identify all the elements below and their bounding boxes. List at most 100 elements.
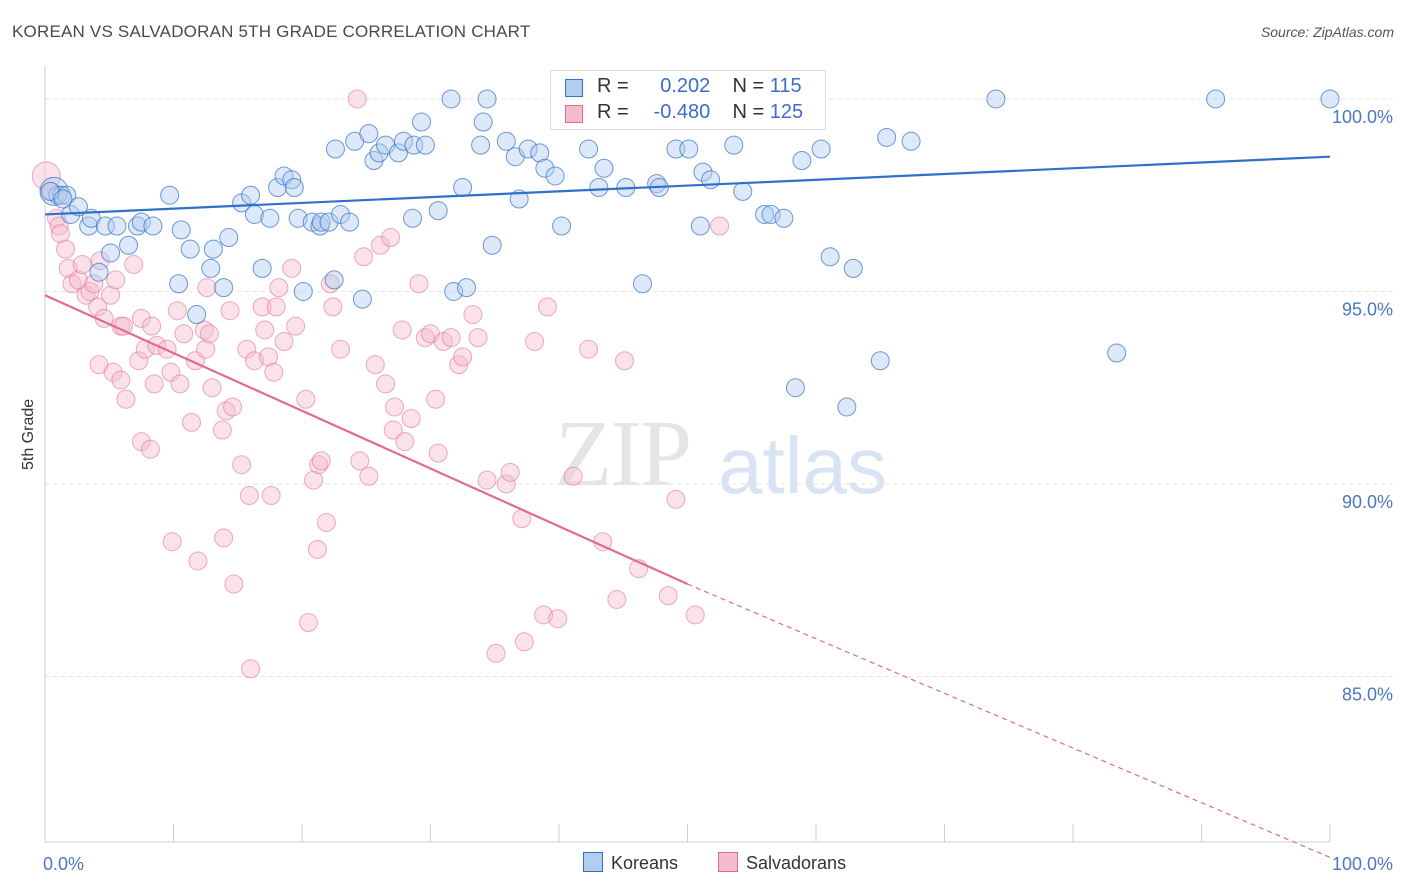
korean-point [403,208,423,228]
korean-point [594,158,614,178]
salvadoran-point [323,297,343,317]
korean-point [1107,343,1127,363]
salvadoran-point [563,466,583,486]
korean-point [107,216,127,236]
salvadoran-point [202,378,222,398]
korean-point [589,178,609,197]
salvadoran-point [252,297,272,317]
korean-point [53,189,73,209]
korean-point [201,258,221,278]
korean-point [415,135,435,155]
x-tick-label: 100.0% [1332,854,1393,874]
salvadoran-point [264,362,284,382]
korean-point [95,216,115,236]
salvadoran-point [162,532,182,552]
salvadoran-point [174,324,194,344]
korean-point [843,258,863,278]
korean-point [79,216,99,236]
korean-point [412,112,432,132]
korean-point [877,127,897,147]
salvadorans-legend-label: Salvadorans [746,853,847,873]
salvadoran-trend-line [44,294,688,586]
salvadoran-point [296,389,316,409]
korean-r-value: 0.202 [660,75,711,97]
korean-point [761,204,781,224]
salvadoran-point [103,362,123,382]
korean-point [1320,89,1340,109]
korean-point [282,170,302,190]
korean-point [394,131,414,151]
korean-point [203,239,223,259]
salvadoran-point [170,374,190,394]
korean-point [441,89,461,109]
korean-point [733,181,753,201]
salvadoran-point [710,216,730,236]
salvadoran-point [534,605,554,625]
korean-point [128,216,148,236]
korean-point [518,139,538,159]
korean-point [482,235,502,255]
salvadoran-point [658,586,678,606]
x-tick-label: 0.0% [43,854,84,874]
salvadoran-point [144,374,164,394]
watermark-zip: ZIP [555,402,692,506]
salvadoran-point [392,320,412,340]
salvadoran-point [131,308,151,328]
salvadoran-point [316,512,336,532]
salvadoran-point [347,89,367,109]
r-label: R = [597,75,629,97]
salvadoran-point [320,274,340,294]
korean-point [241,185,261,205]
salvadoran-point [129,351,149,371]
salvadoran-point [381,228,401,248]
salvadoran-point [365,355,385,375]
korean-point [214,278,234,298]
korean-point [404,135,424,155]
korean-point [359,124,379,144]
salvadoran-point [453,347,473,367]
korean-point [68,197,88,217]
salvadoran-point [468,328,488,348]
salvadoran-point [194,320,214,340]
korean-point [284,178,304,197]
salvadoran-point [350,451,370,471]
y-tick-label: 100.0% [1332,107,1393,127]
salvadoran-point [385,397,405,417]
watermark-atlas: atlas [718,421,887,510]
korean-point [509,189,529,209]
chart-title: KOREAN VS SALVADORAN 5TH GRADE CORRELATI… [12,22,531,41]
legend-salvadorans: Salvadorans [718,852,846,874]
salvadoran-point [282,258,302,278]
n-label: N = [732,101,765,123]
korean-point [545,166,565,186]
korean-point [477,89,497,109]
korean-point [579,139,599,159]
salvadoran-point [500,462,520,482]
korean-point [369,143,389,163]
korean-point [679,139,699,159]
salvadoran-point [359,466,379,486]
korean-point [252,258,272,278]
salvadoran-point [259,347,279,367]
salvadoran-point [428,443,448,463]
koreans-swatch [565,79,583,97]
salvadoran-point [496,474,516,494]
salvadoran-point [261,486,281,505]
korean-point [143,216,163,236]
korean-point [552,216,572,236]
salvadoran-point [537,297,557,317]
koreans-legend-swatch [583,852,603,872]
salvadoran-point [525,332,545,351]
y-tick-label: 95.0% [1342,299,1393,319]
salvadoran-point [199,324,219,344]
gridlines [45,98,1395,677]
korean-point [701,170,721,190]
salvadoran-point [354,247,374,267]
salvadoran-point [223,397,243,417]
salvadoran-point [548,609,568,629]
korean-point [811,139,831,159]
salvadoran-point [579,339,599,359]
y-tick-label: 85.0% [1342,684,1393,704]
salvadoran-point [101,285,121,305]
salvadoran-point [124,255,144,274]
